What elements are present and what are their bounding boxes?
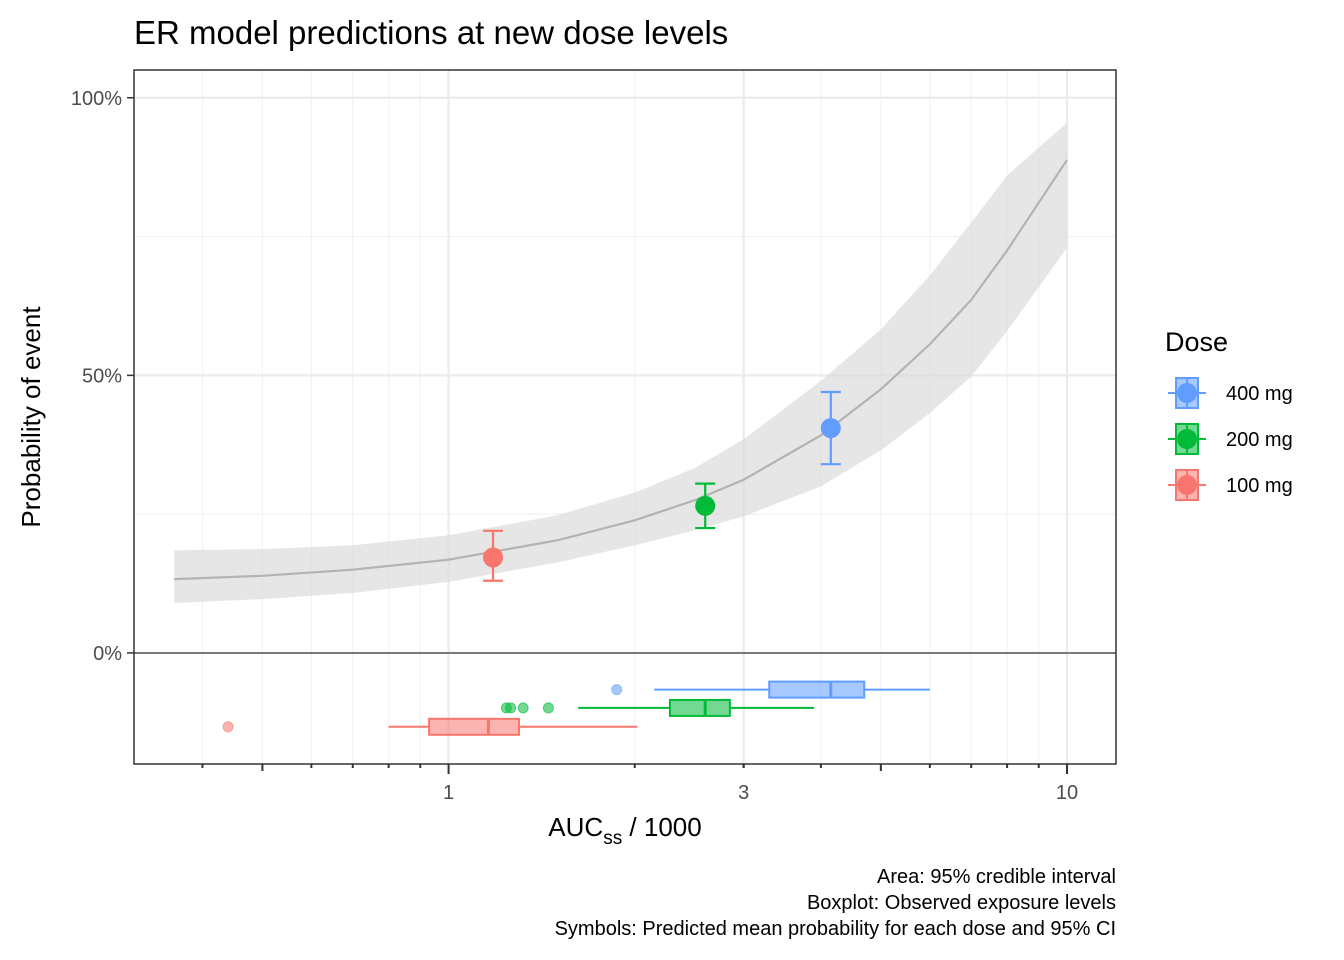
boxplot-outlier (222, 721, 234, 733)
legend-key-marker (1177, 429, 1197, 449)
y-tick-label: 50% (82, 365, 122, 387)
boxplot-box (428, 717, 521, 736)
legend-item: 400 mg (1168, 377, 1293, 409)
boxplot-outlier (517, 702, 529, 714)
legend-key-marker (1177, 383, 1197, 403)
exposure-boxplot (500, 698, 815, 717)
prediction-point (695, 482, 716, 530)
boxplot-box (668, 698, 731, 717)
boxplot-outlier (542, 702, 554, 714)
x-tick-label: 10 (1056, 782, 1078, 804)
axes: 0% 50% 100% 1 3 10 (71, 88, 1078, 804)
panel-background (134, 70, 1116, 764)
legend-item: 200 mg (1168, 423, 1293, 455)
mean-probability-curve (174, 159, 1068, 581)
x-axis-title: AUCss / 1000 (548, 812, 701, 849)
caption-line: Area: 95% credible interval (877, 866, 1116, 888)
legend-key-marker (1177, 475, 1197, 495)
legend: Dose 400 mg 200 mg 100 mg (1165, 327, 1293, 501)
caption: Area: 95% credible interval Boxplot: Obse… (555, 866, 1116, 940)
panel-border (133, 69, 1117, 765)
prediction-mean-marker (483, 547, 504, 568)
prediction-point (820, 390, 841, 466)
exposure-boxplot (611, 680, 930, 699)
x-tick-label: 1 (443, 782, 454, 804)
prediction-mean-marker (695, 495, 716, 516)
y-axis-title: Probability of event (16, 306, 46, 528)
boxplot-outlier (611, 684, 623, 696)
boxplot-box (768, 680, 866, 699)
credible-interval-ribbon (174, 122, 1068, 603)
exposure-boxplot (222, 717, 638, 736)
y-tick-label: 100% (71, 88, 122, 110)
x-tick-label: 3 (738, 782, 749, 804)
caption-line: Symbols: Predicted mean probability for … (555, 918, 1116, 940)
y-tick-label: 0% (93, 643, 122, 665)
boxplot-outlier (505, 702, 517, 714)
chart-title: ER model predictions at new dose levels (134, 14, 728, 51)
plot-panel (133, 69, 1117, 765)
legend-title: Dose (1165, 327, 1228, 357)
caption-line: Boxplot: Observed exposure levels (807, 892, 1116, 914)
prediction-mean-marker (820, 418, 841, 439)
prediction-point (483, 529, 504, 582)
legend-label: 400 mg (1226, 383, 1293, 405)
legend-label: 200 mg (1226, 429, 1293, 451)
legend-item: 100 mg (1168, 469, 1293, 501)
legend-label: 100 mg (1226, 475, 1293, 497)
